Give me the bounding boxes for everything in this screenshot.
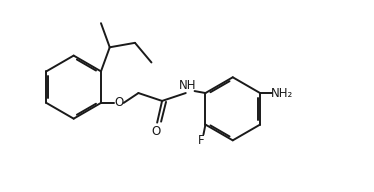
Text: NH₂: NH₂ — [271, 87, 293, 99]
Text: NH: NH — [179, 79, 196, 92]
Text: F: F — [198, 134, 205, 147]
Text: O: O — [114, 96, 123, 109]
Text: O: O — [151, 125, 161, 138]
